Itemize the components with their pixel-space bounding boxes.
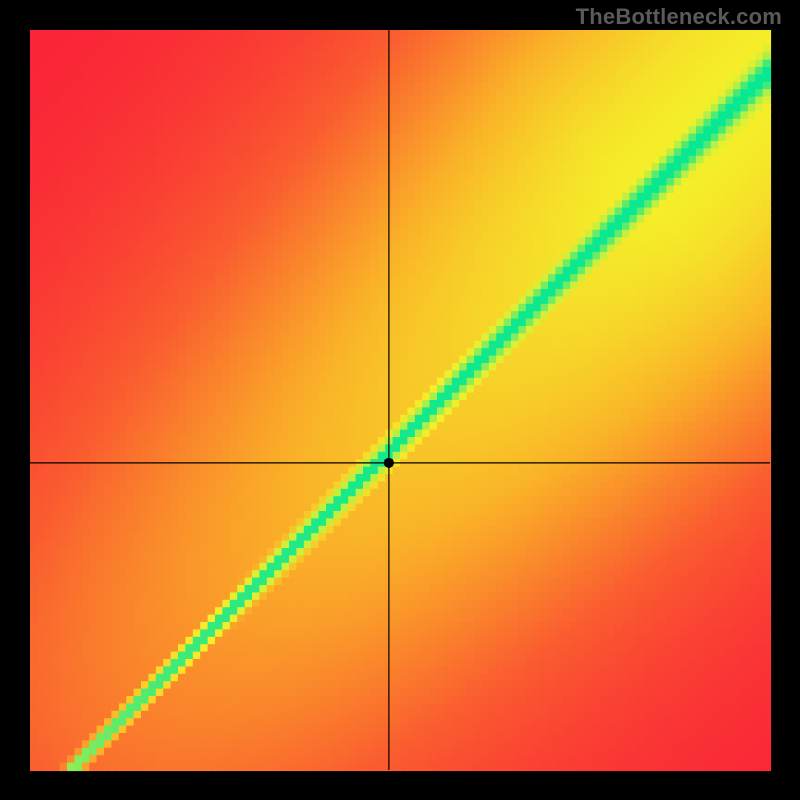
chart-container: TheBottleneck.com [0,0,800,800]
watermark-text: TheBottleneck.com [576,4,782,30]
bottleneck-heatmap [0,0,800,800]
